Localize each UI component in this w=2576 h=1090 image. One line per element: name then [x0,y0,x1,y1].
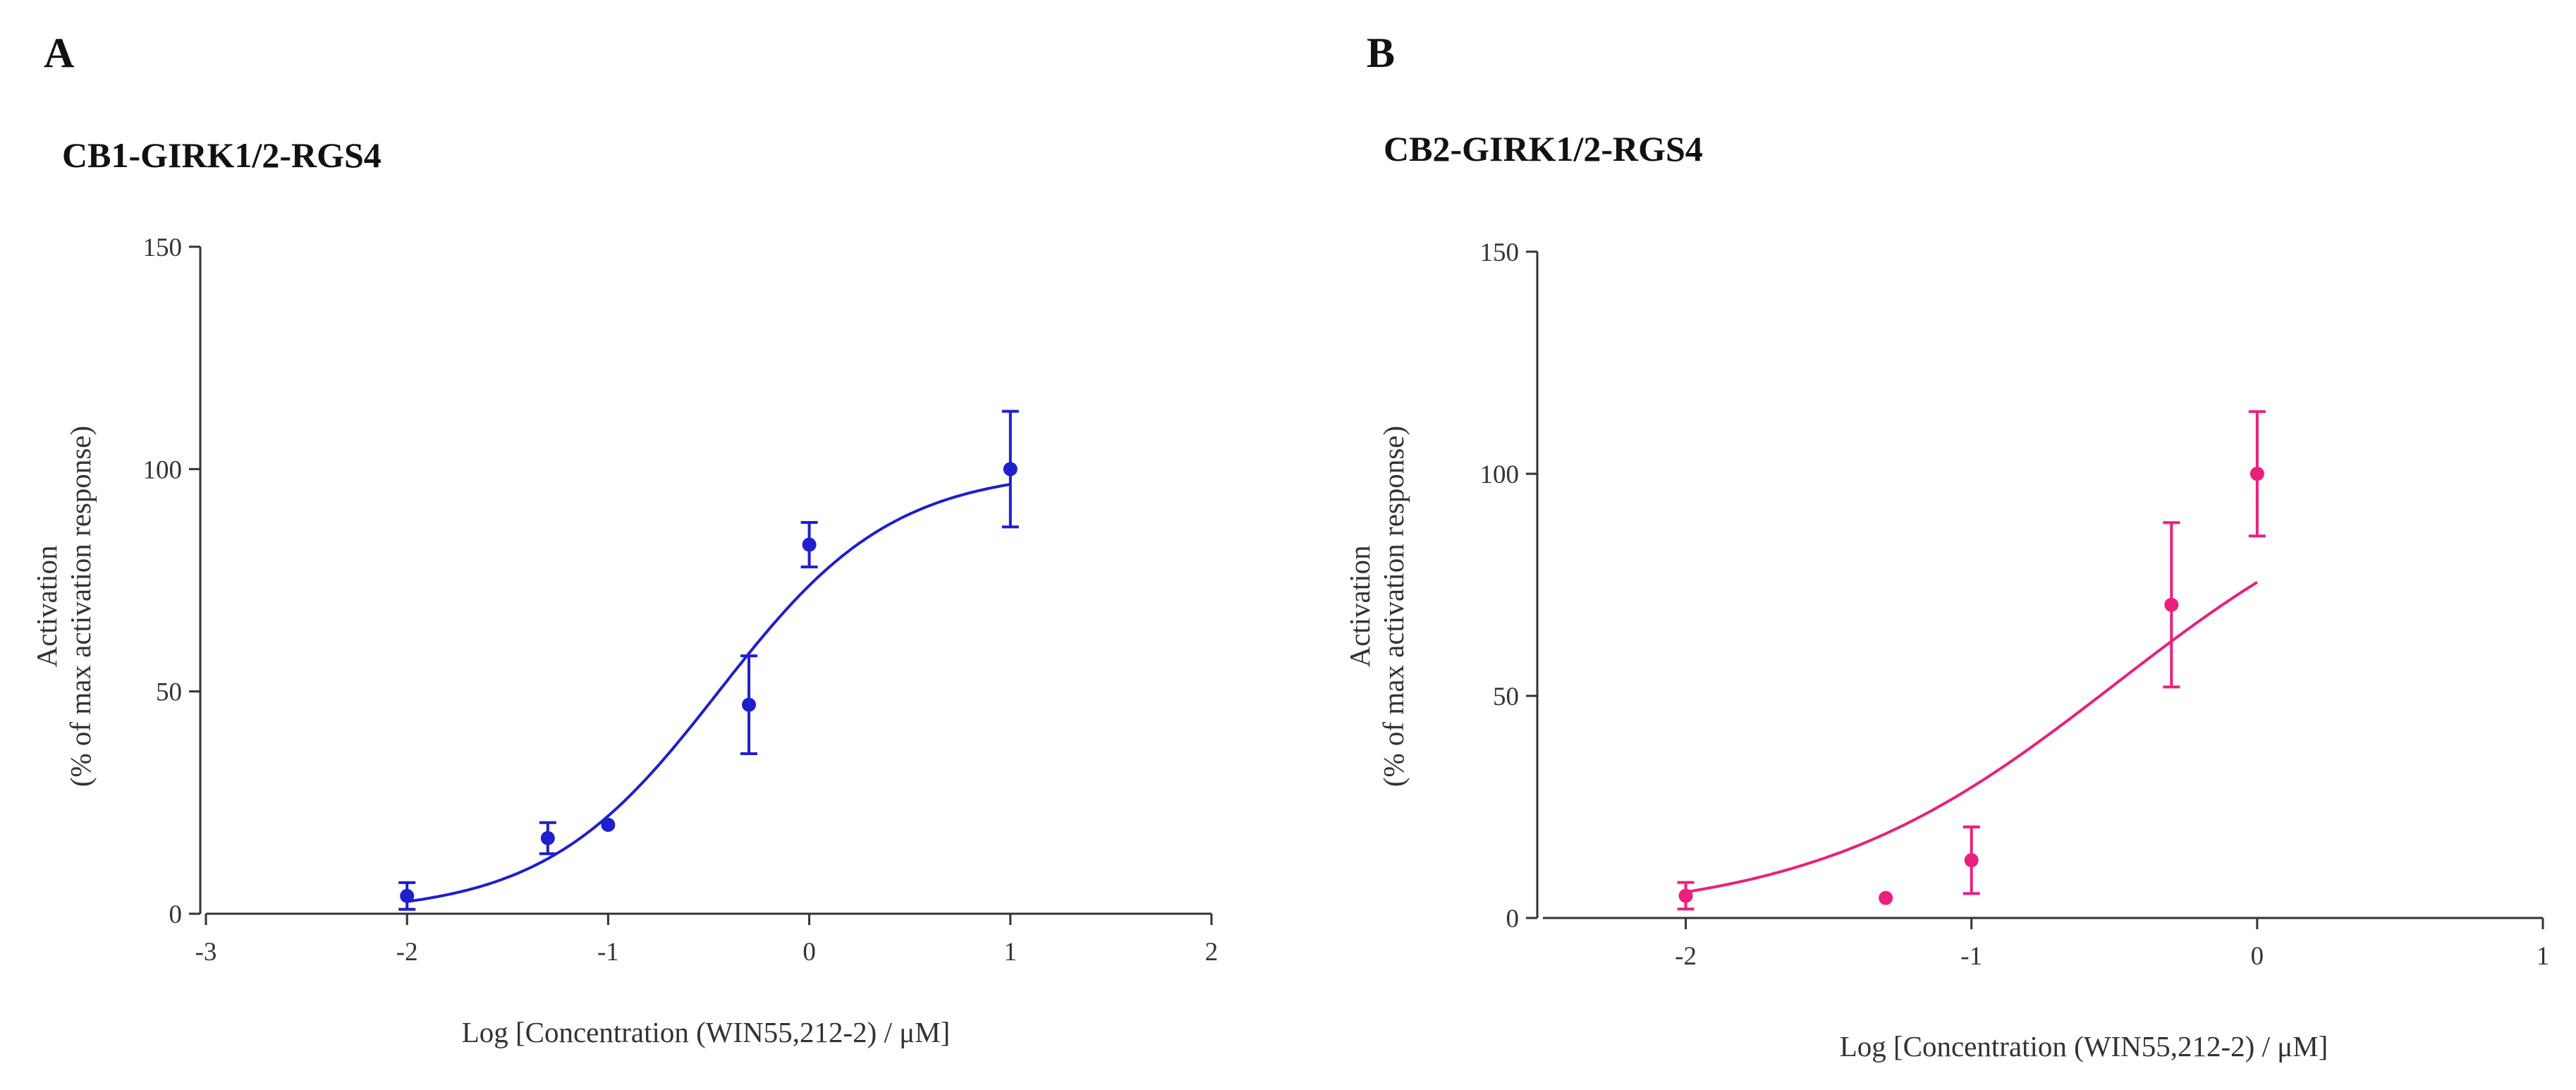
x-axis-label-b: Log [Concentration (WIN55,212-2) / μM] [1840,1030,2328,1063]
x-tick-label: -2 [396,938,418,967]
x-tick-label: 1 [1004,938,1018,967]
data-marks-b [1677,410,2266,911]
data-point [1003,462,1018,477]
fit-curve-a [406,482,1011,903]
axes-a: -3 -2 -1 0 1 2 0 50 100 150 [143,233,1219,967]
x-axis-label-a: Log [Concentration (WIN55,212-2) / μM] [462,1016,951,1048]
chart-panel-a: A CB1-GIRK1/2-RGS4 -3 -2 -1 0 1 2 0 50 100 150 Lo… [30,30,1218,1048]
data-point [540,831,555,845]
y-tick-label: 150 [1480,238,1520,267]
data-marks-a [398,410,1019,911]
y-axis-label-a-line2: (% of max activation response) [64,426,97,787]
x-tick-label: 0 [2251,942,2264,971]
x-tick-label: -3 [195,938,217,967]
panel-letter-b: B [1367,30,1395,76]
data-point [2164,597,2179,612]
data-point [802,537,817,552]
y-tick-label: 150 [143,233,183,262]
data-point [742,697,757,712]
chart-title-b: CB2-GIRK1/2-RGS4 [1384,129,1703,169]
x-tick-label: 1 [2537,942,2550,971]
data-point [601,817,616,832]
data-point [1879,890,1893,905]
data-point [2250,467,2264,481]
y-tick-label: 50 [156,678,182,707]
y-axis-label-a-line1: Activation [30,545,63,667]
data-point [1964,853,1979,868]
y-tick-label: 0 [169,900,183,929]
x-tick-label: -1 [1960,942,1982,971]
chart-title-a: CB1-GIRK1/2-RGS4 [62,135,381,175]
panel-letter-a: A [44,30,74,76]
y-tick-label: 100 [143,455,183,484]
y-tick-label: 100 [1480,460,1520,489]
y-axis-label-a: Activation (% of max activation response… [30,426,97,787]
x-tick-label: -2 [1675,942,1697,971]
y-tick-label: 50 [1493,682,1519,711]
fit-curve-b [1685,581,2258,894]
axes-b: -2 -1 0 1 0 50 100 150 [1480,238,2550,971]
chart-panel-b: B CB2-GIRK1/2-RGS4 -2 -1 0 1 0 50 100 150 Log [… [1343,30,2549,1063]
data-point [1678,888,1693,903]
x-tick-label: 0 [802,938,816,967]
x-tick-label: 2 [1205,938,1219,967]
y-axis-label-b-line1: Activation [1343,545,1376,667]
y-axis-label-b: Activation (% of max activation response… [1343,426,1410,787]
x-tick-label: -1 [597,938,619,967]
data-point [400,888,415,903]
y-axis-label-b-line2: (% of max activation response) [1377,426,1410,787]
y-tick-label: 0 [1506,905,1520,933]
